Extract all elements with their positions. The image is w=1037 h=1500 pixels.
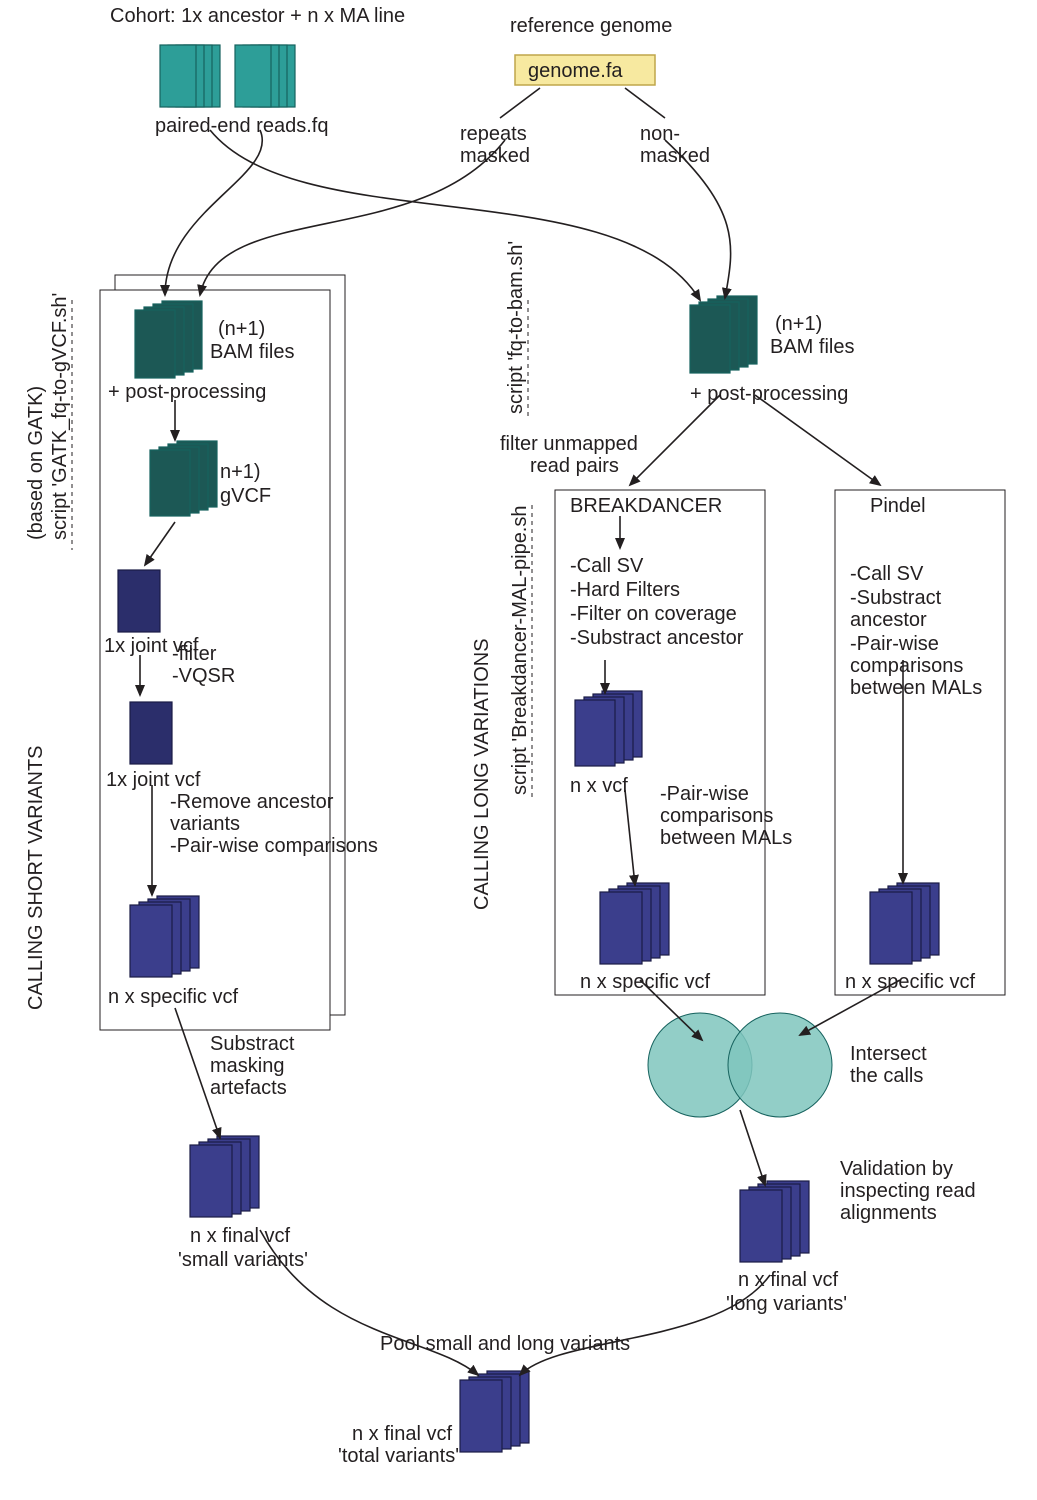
script-gatk-label: script 'GATK_fq-to-gVCF.sh' (49, 293, 71, 540)
bd_vcf-stack (575, 691, 642, 766)
bd_2-label: -Hard Filters (570, 579, 680, 601)
cohort_b-stack (235, 45, 295, 107)
pipeline-diagram: Cohort: 1x ancestor + n x MA line paired-… (0, 0, 1037, 1500)
post_proc_r-label: + post-processing (690, 383, 848, 405)
ref_file-label: genome.fa (528, 60, 623, 82)
intersect_2-label: the calls (850, 1065, 923, 1087)
script-bd-label: script 'Breakdancer-MAL-pipe.sh (509, 506, 531, 796)
pd_1-label: -Call SV (850, 563, 924, 585)
arrow-1 (625, 88, 665, 118)
remove_ancestor_1-label: -Remove ancestor (170, 791, 334, 813)
n_final_total-label: n x final vcf (352, 1423, 452, 1445)
subtract_masking_1-label: Substract (210, 1033, 295, 1055)
pd_5-label: comparisons (850, 655, 963, 677)
arrow-12 (755, 395, 880, 485)
final_total-stack (460, 1371, 529, 1452)
non_masked_1-label: non- (640, 123, 680, 145)
spec_left-stack (130, 896, 199, 977)
pd_spec-stack (870, 883, 939, 964)
bd_3-label: -Filter on coverage (570, 603, 737, 625)
venn-right (728, 1013, 832, 1117)
n_specific_vcf_bd-label: n x specific vcf (580, 971, 710, 993)
pairwise-label: -Pair-wise comparisons (170, 835, 378, 857)
n_final_vcf-label: n x final vcf (190, 1225, 290, 1247)
filter_unmapped_1-label: filter unmapped (500, 433, 638, 455)
ref_title-label: reference genome (510, 15, 672, 37)
joint1-stack (118, 570, 160, 632)
pd_6-label: between MALs (850, 677, 982, 699)
arrow-19 (740, 1110, 765, 1185)
n_specific_vcf-label: n x specific vcf (108, 986, 238, 1008)
gvcf_1-label: n+1) (220, 461, 261, 483)
gvcf_2-label: gVCF (220, 485, 271, 507)
arrow-21 (520, 1275, 770, 1375)
pd_2-label: -Substract (850, 587, 942, 609)
bd_4-label: -Substract ancestor (570, 627, 744, 649)
remove_ancestor_2-label: variants (170, 813, 240, 835)
bam_right_2-label: BAM files (770, 336, 854, 358)
repeats_masked_1-label: repeats (460, 123, 527, 145)
bd_1-label: -Call SV (570, 555, 644, 577)
non_masked_2-label: masked (640, 145, 710, 167)
validation_3-label: alignments (840, 1202, 937, 1224)
breakdancer-label: BREAKDANCER (570, 495, 722, 517)
intersect_1-label: Intersect (850, 1043, 927, 1065)
validation_2-label: inspecting read (840, 1180, 976, 1202)
post_proc-label: + post-processing (108, 381, 266, 403)
joint2-stack (130, 702, 172, 764)
pool_line-label: Pool small and long variants (380, 1333, 630, 1355)
final_left-stack (190, 1136, 259, 1217)
arrow-11 (630, 395, 720, 485)
joint_vcf2-label: 1x joint vcf (106, 769, 201, 791)
small_variants-label: 'small variants' (178, 1249, 308, 1271)
pd_4-label: -Pair-wise (850, 633, 939, 655)
bd_pair_2-label: comparisons (660, 805, 773, 827)
bam_left-stack (135, 301, 202, 378)
arrow-3 (165, 130, 262, 295)
cohort_title-label: Cohort: 1x ancestor + n x MA line (110, 5, 405, 27)
arrow-0 (500, 88, 540, 118)
calling-short-label: CALLING SHORT VARIANTS (25, 745, 47, 1010)
bd_pair_1-label: -Pair-wise (660, 783, 749, 805)
calling-long-label: CALLING LONG VARIATIONS (471, 638, 493, 910)
bam_left_1-label: (n+1) (218, 318, 265, 340)
subtract_masking_2-label: masking (210, 1055, 284, 1077)
vqsr-label: -VQSR (172, 665, 235, 687)
script-fq-to-bam-label: script 'fq-to-bam.sh' (505, 241, 527, 414)
pindel-label: Pindel (870, 495, 926, 517)
pd_3-label: ancestor (850, 609, 927, 631)
bd_pair_3-label: between MALs (660, 827, 792, 849)
final_long-stack (740, 1181, 809, 1262)
gvcf-stack (150, 441, 217, 516)
repeats_masked_2-label: masked (460, 145, 530, 167)
cohort_a-stack (160, 45, 220, 107)
subtract_masking_3-label: artefacts (210, 1077, 287, 1099)
filter_unmapped_2-label: read pairs (530, 455, 619, 477)
long_variants-label: 'long variants' (726, 1293, 847, 1315)
bd_spec-stack (600, 883, 669, 964)
n_vcf-label: n x vcf (570, 775, 628, 797)
validation_1-label: Validation by (840, 1158, 953, 1180)
n_final_vcf_long-label: n x final vcf (738, 1269, 838, 1291)
n_specific_vcf_pd-label: n x specific vcf (845, 971, 975, 993)
total_variants-label: 'total variants' (338, 1445, 459, 1467)
filter-label: -filter (172, 643, 217, 665)
based-on-gatk-label: (based on GATK) (25, 386, 47, 540)
bam_right_1-label: (n+1) (775, 313, 822, 335)
bam_right-stack (690, 296, 757, 373)
paired_end-label: paired-end reads.fq (155, 115, 328, 137)
bam_left_2-label: BAM files (210, 341, 294, 363)
